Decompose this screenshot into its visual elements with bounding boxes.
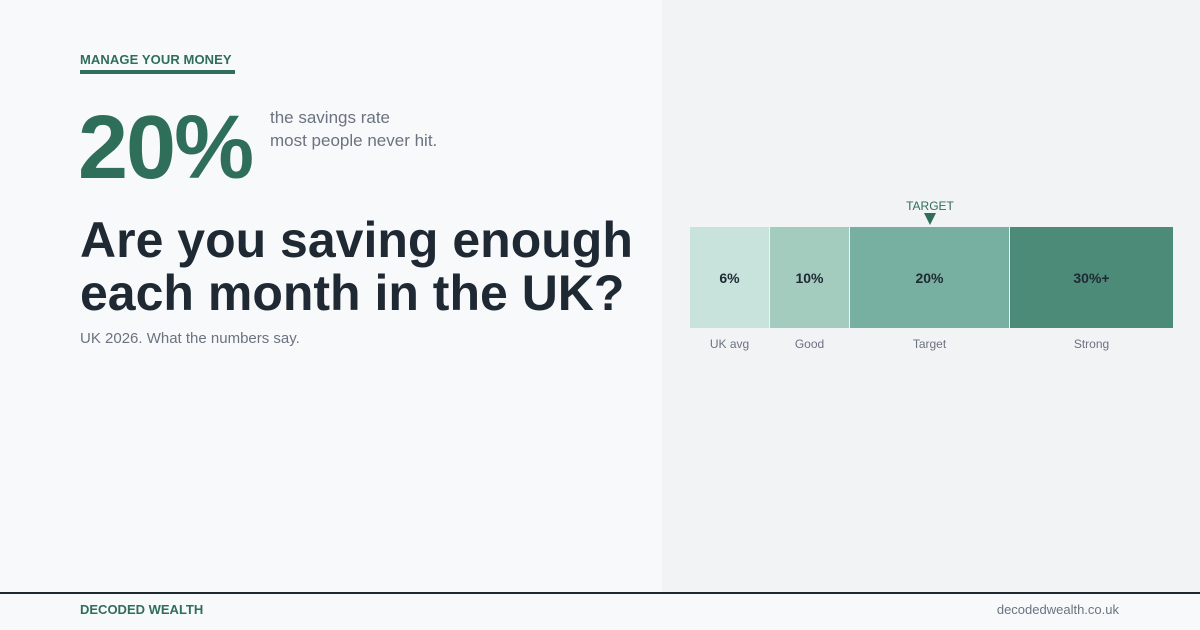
segment-good: 10% bbox=[770, 227, 849, 328]
segment-target: 20% bbox=[850, 227, 1009, 328]
savings-scale-bar: 6% 10% 20% 30%+ bbox=[690, 227, 1173, 328]
footer bbox=[0, 594, 1200, 630]
eyebrow-underline bbox=[80, 70, 235, 74]
site-url: decodedwealth.co.uk bbox=[996, 602, 1119, 617]
segment-label-uk-avg: UK avg bbox=[709, 337, 750, 351]
segment-label-strong: Strong bbox=[1073, 337, 1110, 351]
segment-strong: 30%+ bbox=[1010, 227, 1173, 328]
target-marker: TARGET bbox=[900, 199, 960, 225]
brand-name: DECODED WEALTH bbox=[80, 602, 204, 617]
segment-label-target: Target bbox=[912, 337, 947, 351]
segment-label-good: Good bbox=[794, 337, 825, 351]
stat-caption-line-1: the savings rate bbox=[270, 108, 391, 127]
headline-line-1: Are you saving enough bbox=[80, 212, 633, 268]
stat-caption: the savings rate most people never hit. bbox=[270, 106, 437, 152]
subline: UK 2026. What the numbers say. bbox=[80, 330, 300, 347]
headline-line-2: each month in the UK? bbox=[80, 265, 625, 321]
big-stat-value: 20% bbox=[78, 98, 254, 198]
stat-caption-line-2: most people never hit. bbox=[270, 131, 438, 150]
target-arrow-icon bbox=[924, 213, 936, 225]
target-label: TARGET bbox=[906, 199, 954, 213]
segment-uk-avg: 6% bbox=[690, 227, 769, 328]
left-panel bbox=[0, 0, 662, 592]
headline: Are you saving enough each month in the … bbox=[80, 214, 650, 320]
footer-divider bbox=[0, 592, 1200, 594]
eyebrow-label: MANAGE YOUR MONEY bbox=[80, 52, 232, 67]
